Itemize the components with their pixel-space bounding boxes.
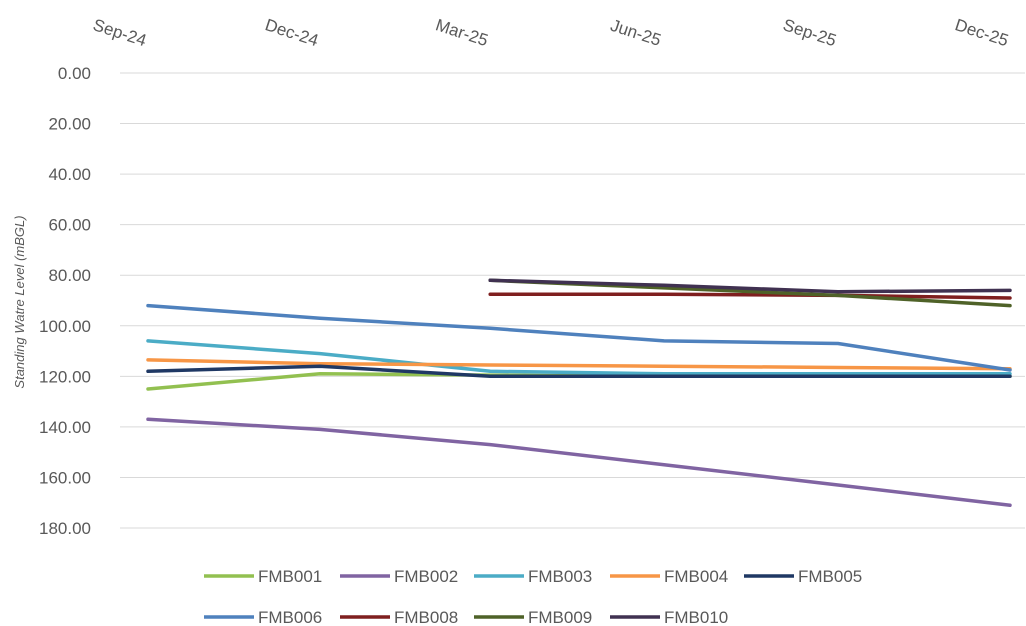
x-tick-label: Mar-25 <box>433 15 490 50</box>
series-line-fmb005 <box>146 364 1012 379</box>
gridlines <box>120 72 1025 529</box>
series-line-fmb003 <box>146 339 1012 376</box>
legend-item-fmb009: FMB009 <box>474 608 592 626</box>
series-line-fmb004 <box>146 358 1012 371</box>
y-tick-label: 120.00 <box>39 367 91 386</box>
legend-item-fmb006: FMB006 <box>204 608 322 626</box>
legend-label: FMB004 <box>664 567 728 586</box>
x-tick-label: Sep-24 <box>91 15 149 50</box>
series-lines <box>146 278 1012 508</box>
legend-item-fmb008: FMB008 <box>340 608 458 626</box>
legend-label: FMB003 <box>528 567 592 586</box>
series-line-fmb010 <box>488 278 1012 294</box>
y-tick-label: 20.00 <box>48 115 91 134</box>
y-tick-label: 140.00 <box>39 418 91 437</box>
legend-item-fmb010: FMB010 <box>610 608 728 626</box>
y-tick-label: 0.00 <box>58 64 91 83</box>
y-tick-label: 60.00 <box>48 216 91 235</box>
y-axis-label: Standing Watre Level (mBGL) <box>12 215 27 388</box>
legend-item-fmb002: FMB002 <box>340 567 458 586</box>
x-tick-label: Jun-25 <box>608 16 663 50</box>
x-axis-ticks: Sep-24 Dec-24 Mar-25 Jun-25 Sep-25 Dec-25 <box>91 15 1011 50</box>
legend-item-fmb003: FMB003 <box>474 567 592 586</box>
legend-label: FMB005 <box>798 567 862 586</box>
y-tick-label: 180.00 <box>39 519 91 538</box>
x-tick-label: Dec-25 <box>953 15 1011 50</box>
legend-label: FMB002 <box>394 567 458 586</box>
legend: FMB001 FMB002 FMB003 FMB004 FMB005 FMB006 FMB0… <box>204 567 862 626</box>
legend-item-fmb004: FMB004 <box>610 567 728 586</box>
legend-label: FMB010 <box>664 608 728 626</box>
legend-label: FMB008 <box>394 608 458 626</box>
y-tick-label: 80.00 <box>48 266 91 285</box>
y-tick-label: 160.00 <box>39 468 91 487</box>
x-tick-label: Dec-24 <box>263 15 321 50</box>
legend-label: FMB006 <box>258 608 322 626</box>
series-line-fmb002 <box>146 417 1012 508</box>
legend-label: FMB009 <box>528 608 592 626</box>
y-tick-label: 40.00 <box>48 165 91 184</box>
series-line-fmb008 <box>488 292 1012 300</box>
legend-label: FMB001 <box>258 567 322 586</box>
y-tick-label: 100.00 <box>39 317 91 336</box>
legend-item-fmb001: FMB001 <box>204 567 322 586</box>
x-tick-label: Sep-25 <box>781 15 839 50</box>
y-axis-ticks: 0.00 20.00 40.00 60.00 80.00 100.00 120.00 140.… <box>39 64 91 538</box>
legend-item-fmb005: FMB005 <box>744 567 862 586</box>
series-line-fmb006 <box>146 303 1012 372</box>
